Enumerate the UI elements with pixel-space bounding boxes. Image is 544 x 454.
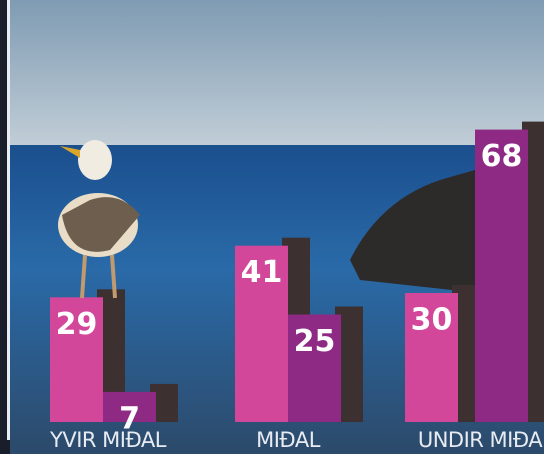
bar xyxy=(288,314,341,422)
value-label: 30 xyxy=(411,303,453,338)
border xyxy=(0,0,10,454)
value-label: 25 xyxy=(294,324,336,359)
bar xyxy=(235,245,288,422)
bar xyxy=(50,297,103,422)
bar xyxy=(405,293,458,422)
value-label: 41 xyxy=(241,255,283,290)
x-tick-label: UNDIR MIÐA xyxy=(418,428,543,452)
value-label: 68 xyxy=(481,139,523,174)
border-line xyxy=(7,0,10,440)
x-tick-label: MIÐAL xyxy=(256,428,321,452)
sky xyxy=(0,0,544,150)
bar xyxy=(475,129,528,422)
value-label: 29 xyxy=(56,307,98,342)
bars xyxy=(50,121,544,422)
seagull xyxy=(58,140,140,299)
bar xyxy=(103,391,156,422)
value-label: 7 xyxy=(119,401,140,436)
x-tick-label: YVIR MIÐAL xyxy=(49,428,167,452)
